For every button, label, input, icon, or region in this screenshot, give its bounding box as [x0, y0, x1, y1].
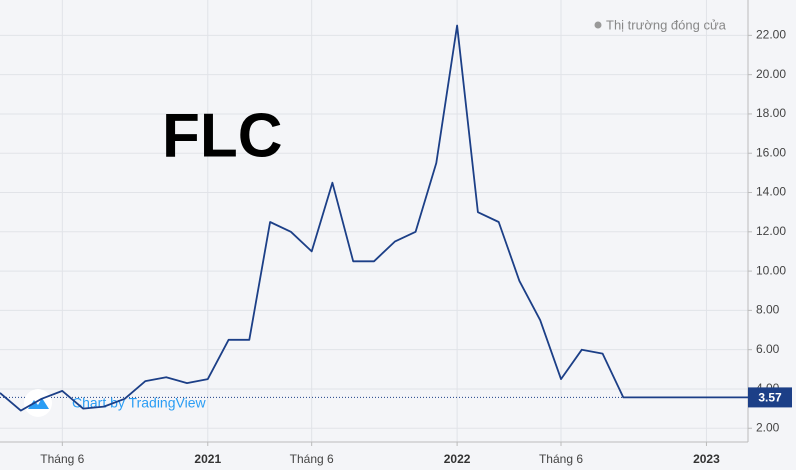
y-tick-label: 6.00 — [756, 342, 780, 356]
y-tick-label: 20.00 — [756, 67, 786, 81]
y-tick-label: 8.00 — [756, 303, 780, 317]
status-dot — [594, 21, 602, 29]
x-tick-label: Tháng 6 — [539, 452, 583, 466]
y-tick-label: 22.00 — [756, 28, 786, 42]
x-tick-label: 2021 — [194, 452, 221, 466]
logo-bg[interactable] — [24, 389, 52, 417]
last-price-label: 3.57 — [758, 391, 782, 405]
watermark: FLC — [162, 101, 283, 170]
last-price-box — [748, 387, 792, 408]
x-tick-label: Tháng 6 — [290, 452, 334, 466]
y-tick-label: 12.00 — [756, 224, 786, 238]
price-line — [0, 24, 748, 412]
y-tick-label: 16.00 — [756, 145, 786, 159]
y-tick-label: 10.00 — [756, 263, 786, 277]
x-tick-label: 2023 — [693, 452, 720, 466]
x-tick-label: Tháng 6 — [40, 452, 84, 466]
y-tick-label: 18.00 — [756, 106, 786, 120]
x-tick-label: 2022 — [444, 452, 471, 466]
status: Thị trường đóng cửa — [606, 17, 727, 32]
logo[interactable] — [28, 398, 49, 409]
y-tick-label: 2.00 — [756, 420, 780, 434]
y-tick-label: 14.00 — [756, 185, 786, 199]
